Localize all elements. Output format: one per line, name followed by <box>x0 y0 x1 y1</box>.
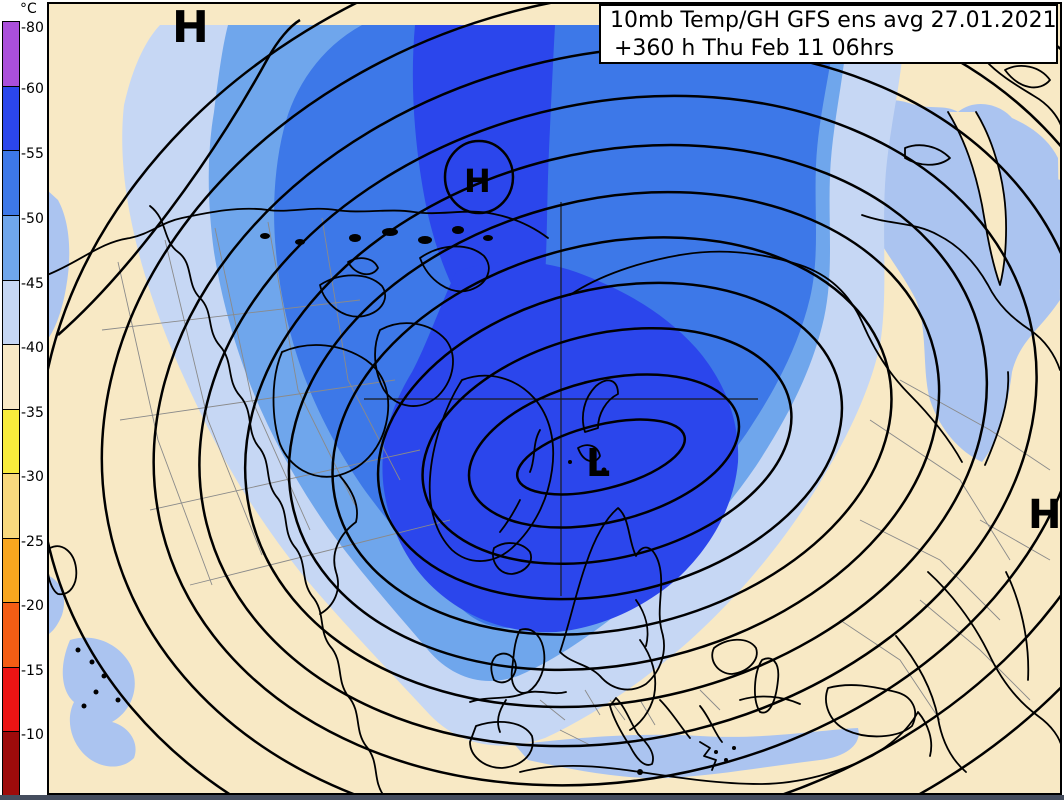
pressure-labels: H H L H <box>172 2 1061 538</box>
temp-fill-minus60 <box>382 25 739 633</box>
temperature-color-scale: °C -80 -60 -55 -50 -45 -40 -35 -30 -25 -… <box>0 0 47 800</box>
scale-block <box>2 150 20 216</box>
scale-tick-label: -80 <box>21 20 44 36</box>
scale-tick-label: -20 <box>21 598 44 614</box>
scale-block <box>2 280 20 346</box>
pole-crosshair <box>364 202 758 596</box>
kamchatka-land <box>948 112 1007 285</box>
scale-tick-label: -30 <box>21 469 44 485</box>
scale-block <box>2 215 20 281</box>
scale-block <box>2 602 20 668</box>
scale-tick-label: -55 <box>21 146 44 162</box>
map-title-line2: +360 h Thu Feb 11 06hrs <box>614 36 895 61</box>
scale-block <box>2 344 20 410</box>
scale-block <box>2 473 20 539</box>
scale-block <box>2 21 20 87</box>
scale-tick-label: -35 <box>21 405 44 421</box>
scale-unit-label: °C <box>20 1 37 17</box>
scale-block <box>2 86 20 152</box>
low-label-polar: L <box>586 441 610 485</box>
scale-block <box>2 667 20 733</box>
scale-block <box>2 731 20 796</box>
scale-tick-label: -45 <box>21 276 44 292</box>
high-label-northwest: H <box>172 2 209 53</box>
high-cell-contour <box>443 139 515 215</box>
high-label-bering: H <box>464 162 491 200</box>
scale-tick-label: -25 <box>21 534 44 550</box>
scale-block <box>2 538 20 604</box>
scale-block <box>2 409 20 475</box>
ocean-areas <box>48 100 1061 779</box>
map-frame <box>47 2 1062 795</box>
scale-tick-label: -40 <box>21 340 44 356</box>
map-title-line1: 10mb Temp/GH GFS ens avg 27.01.2021 06:0… <box>610 8 1064 33</box>
scale-tick-label: -50 <box>21 211 44 227</box>
scale-tick-label: -60 <box>21 81 44 97</box>
ridge-contour <box>57 18 301 336</box>
high-label-east: H <box>1028 492 1061 538</box>
scale-tick-label: -15 <box>21 663 44 679</box>
bottom-edge-bar <box>0 795 1064 800</box>
scale-tick-label: -10 <box>21 727 44 743</box>
map-title-box: 10mb Temp/GH GFS ens avg 27.01.2021 06:0… <box>599 4 1064 64</box>
